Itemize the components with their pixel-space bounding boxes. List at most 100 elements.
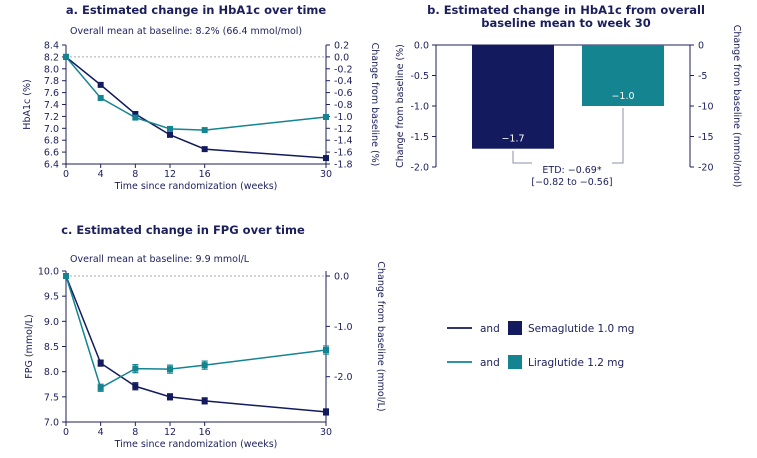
panel-b-etd-ci-text: [−0.82 to −0.56] — [531, 177, 612, 188]
panel-c-x-tick-label: 4 — [98, 427, 104, 438]
panel-c-liraglutide-marker — [97, 384, 104, 391]
panel-a-y-tick-label: 7.8 — [44, 76, 59, 87]
panel-a-subtitle: Overall mean at baseline: 8.2% (66.4 mmo… — [70, 26, 302, 37]
panel-a-semaglutide-marker — [323, 155, 329, 162]
panel-c-subtitle: Overall mean at baseline: 9.9 mmol/L — [70, 254, 250, 265]
panel-c-y2-axis-label: Change from baseline (mmol/L) — [375, 261, 386, 411]
panel-c-y-tick-label: 9.0 — [44, 317, 59, 328]
panel-c-y-tick-label: 8.5 — [44, 342, 59, 353]
panel-c-y-tick-label: 8.0 — [44, 367, 59, 378]
panel-a-y2-tick-label: -1.0 — [334, 112, 353, 123]
panel-c-x-tick-label: 8 — [132, 427, 138, 438]
legend-semaglutide-square-swatch — [508, 321, 522, 335]
panel-a-liraglutide-marker — [323, 113, 329, 120]
panel-a-semaglutide-line — [65, 56, 327, 159]
panel-a-liraglutide-line — [65, 56, 327, 131]
panel-b-y-tick-label: -0.5 — [410, 71, 429, 82]
panel-a-y2-tick-label: -1.2 — [334, 124, 353, 135]
panel-c-liraglutide-line — [65, 275, 327, 389]
panel-a-y-tick-label: 7.4 — [44, 100, 59, 111]
panel-c-liraglutide-marker — [323, 347, 329, 354]
panel-b-y2-tick-label: 0 — [698, 41, 704, 52]
panel-c-x-tick-label: 16 — [199, 427, 211, 438]
legend-semaglutide-label: Semaglutide 1.0 mg — [528, 323, 634, 335]
panel-a-x-tick-label: 30 — [320, 169, 332, 180]
panel-c-liraglutide-marker — [132, 365, 139, 372]
panel-b-etd-text: ETD: −0.69* — [542, 165, 601, 176]
panel-a-y-tick-label: 6.4 — [44, 160, 59, 171]
panel-a-y2-tick-label: -0.2 — [334, 64, 353, 75]
legend-semaglutide-connector: and — [480, 323, 500, 335]
panel-b-title-line2: baseline mean to week 30 — [481, 16, 651, 30]
panel-a-y2-axis-label: Change from baseline (%) — [369, 43, 380, 167]
panel-b-y2-tick-label: -15 — [698, 132, 714, 143]
panel-a-y2-tick-label: -1.8 — [334, 160, 353, 171]
panel-a-x-tick-label: 16 — [199, 169, 211, 180]
panel-b-y2-tick-label: -10 — [698, 102, 714, 113]
panel-a-y-tick-label: 6.8 — [44, 136, 59, 147]
panel-c-semaglutide-marker — [323, 408, 329, 415]
panel-c-y-tick-label: 9.5 — [44, 292, 59, 303]
panel-c-x-tick-label: 12 — [164, 427, 176, 438]
panel-b-y2-tick-label: -5 — [698, 71, 707, 82]
panel-a-x-tick-label: 12 — [164, 169, 176, 180]
panel-a-semaglutide-marker — [167, 131, 173, 138]
panel-c-semaglutide-marker — [167, 393, 173, 400]
panel-a-x-axis-label: Time since randomization (weeks) — [114, 181, 278, 192]
panel-c-x-tick-label: 30 — [320, 427, 332, 438]
panel-c-x-tick-label: 0 — [63, 427, 69, 438]
panel-b-y2-axis-label: Change from baseline (mmol/mol) — [731, 25, 742, 188]
panel-a-semaglutide-marker — [201, 146, 208, 153]
panel-b-bar-label-semaglutide: −1.7 — [501, 134, 524, 145]
panel-a-y2-tick-label: -1.4 — [334, 136, 353, 147]
panel-a-liraglutide-marker — [167, 125, 173, 132]
panel-a-y2-tick-label: 0.2 — [334, 41, 349, 52]
panel-c-liraglutide-marker — [201, 362, 208, 369]
panel-a-liraglutide-marker — [132, 114, 139, 121]
panel-a-y-tick-label: 7.6 — [44, 88, 59, 99]
panel-c-liraglutide-marker — [167, 366, 173, 373]
panel-a-y-tick-label: 8.0 — [44, 64, 59, 75]
panel-c-title: c. Estimated change in FPG over time — [61, 223, 305, 237]
panel-c-semaglutide-line — [65, 275, 327, 413]
panel-a-y-tick-label: 8.4 — [44, 41, 59, 52]
panel-a-x-tick-label: 8 — [132, 169, 138, 180]
panel-a-liraglutide-marker — [201, 127, 208, 134]
panel-a-title: a. Estimated change in HbA1c over time — [66, 3, 327, 17]
panel-a-x-tick-label: 4 — [98, 169, 104, 180]
panel-a-x-tick-label: 0 — [63, 169, 69, 180]
panel-b-bar-liraglutide — [582, 45, 664, 106]
panel-a-semaglutide-marker — [132, 111, 139, 118]
panel-c-y-axis-label: FPG (mmol/L) — [24, 314, 35, 378]
panel-c-semaglutide-marker — [97, 360, 104, 367]
panel-c-x-axis-label: Time since randomization (weeks) — [114, 439, 278, 450]
panel-c-y-tick-label: 7.0 — [44, 418, 59, 429]
panel-b-bar-semaglutide — [472, 45, 554, 149]
panel-a-y2-tick-label: -1.6 — [334, 148, 353, 159]
panel-b-y-tick-label: -1.0 — [410, 102, 429, 113]
panel-a-liraglutide-marker — [63, 53, 69, 60]
panel-a-y2-tick-label: 0.0 — [334, 52, 349, 63]
panel-b-title: b. Estimated change in HbA1c from overal… — [427, 3, 705, 17]
panel-c-semaglutide-marker — [201, 397, 208, 404]
panel-c-liraglutide-marker — [63, 273, 69, 280]
panel-b-y-tick-label: 0.0 — [414, 41, 429, 52]
panel-a-liraglutide-marker — [97, 94, 104, 101]
panel-a-y-tick-label: 7.0 — [44, 124, 59, 135]
panel-a-y2-tick-label: -0.4 — [334, 76, 353, 87]
panel-b-y-axis-label: Change from baseline (%) — [395, 44, 406, 168]
legend-liraglutide-square-swatch — [508, 355, 522, 369]
panel-b-y-tick-label: -2.0 — [410, 163, 429, 174]
panel-c-y2-tick-label: -1.0 — [334, 322, 353, 333]
panel-a-y-tick-label: 8.2 — [44, 52, 59, 63]
panel-a-y-axis-label: HbA1c (%) — [22, 79, 33, 129]
panel-c-semaglutide-marker — [132, 383, 139, 390]
panel-b-y-tick-label: -1.5 — [410, 132, 429, 143]
panel-c-y-tick-label: 10.0 — [38, 267, 59, 278]
legend-liraglutide-label: Liraglutide 1.2 mg — [528, 357, 624, 369]
panel-c-y-tick-label: 7.5 — [44, 392, 59, 403]
legend-liraglutide-connector: and — [480, 357, 500, 369]
panel-a-y-tick-label: 6.6 — [44, 148, 59, 159]
panel-b-y2-tick-label: -20 — [698, 163, 714, 174]
